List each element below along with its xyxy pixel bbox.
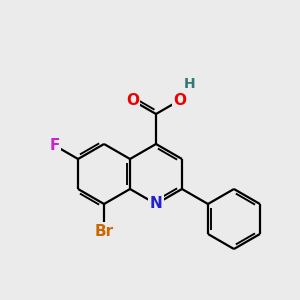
Text: O: O: [126, 93, 139, 108]
Text: H: H: [183, 76, 195, 91]
Text: O: O: [173, 93, 186, 108]
Text: Br: Br: [94, 224, 114, 238]
Text: F: F: [50, 138, 60, 153]
Text: N: N: [150, 196, 162, 211]
